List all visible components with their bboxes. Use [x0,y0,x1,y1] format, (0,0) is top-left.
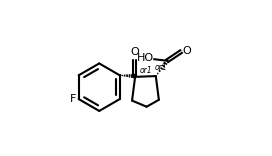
Text: or1: or1 [140,66,152,75]
Text: F: F [70,94,76,104]
Text: HO: HO [136,54,153,63]
Text: O: O [130,47,139,57]
Text: O: O [182,46,191,56]
Text: or1: or1 [155,63,168,72]
